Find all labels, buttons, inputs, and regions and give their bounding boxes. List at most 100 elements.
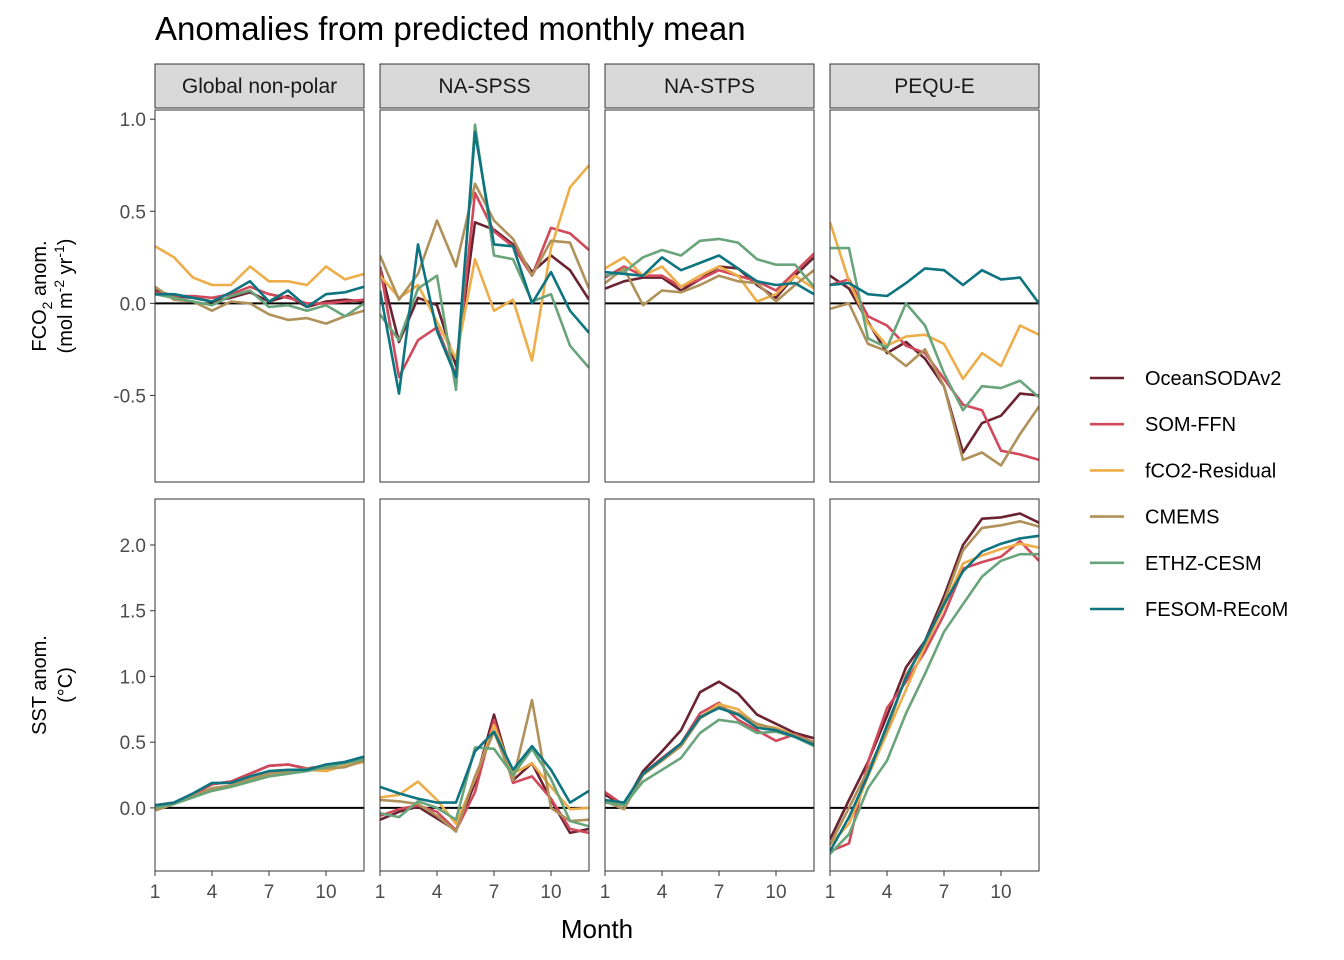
y-tick-label: -0.5 xyxy=(113,386,146,407)
y-label-text: FCO xyxy=(29,309,51,351)
x-tick-label: 1 xyxy=(375,882,386,903)
x-tick-label: 7 xyxy=(714,882,725,903)
series-line-fesom-recom xyxy=(380,730,589,804)
series-line-fco2-residual xyxy=(830,542,1039,846)
panel-series xyxy=(380,123,589,395)
series-line-oceansodav2 xyxy=(830,512,1039,841)
y-tick-label: 1.0 xyxy=(120,110,146,131)
series-line-fco2-residual xyxy=(380,164,589,362)
legend-label: OceanSODAv2 xyxy=(1145,368,1281,390)
y-axis-title-line1: SST anom. xyxy=(29,635,51,735)
series-line-ethz-cesm xyxy=(830,552,1039,855)
panel-series xyxy=(155,245,364,325)
y-axis-title-line2: (mol m-2 yr-1) xyxy=(51,239,77,354)
chart-title: Anomalies from predicted monthly mean xyxy=(155,10,746,47)
facet-label: Global non-polar xyxy=(182,75,337,98)
series-line-fesom-recom xyxy=(605,254,814,296)
y-label-superscript: -2 xyxy=(51,280,67,293)
x-tick-label: 4 xyxy=(882,882,893,903)
legend: OceanSODAv2 SOM-FFN fCO2-Residual CMEMS ETHZ… xyxy=(1090,368,1288,621)
panel-border xyxy=(829,109,1040,483)
panel-series xyxy=(830,512,1039,855)
x-tick-label: 1 xyxy=(150,882,161,903)
panel-border xyxy=(154,498,365,872)
x-tick-label: 7 xyxy=(489,882,500,903)
series-line-som-ffn xyxy=(380,718,589,835)
legend-label: FESOM-REcoM xyxy=(1145,599,1288,621)
series-line-ethz-cesm xyxy=(380,746,589,828)
panel-series xyxy=(155,755,364,812)
series-line-cmems xyxy=(155,759,364,812)
y-tick-label: 0.0 xyxy=(120,294,146,315)
facet-label: PEQU-E xyxy=(894,75,975,98)
x-tick-label: 4 xyxy=(207,882,218,903)
y-label-text: ) xyxy=(55,239,77,246)
panel-border xyxy=(829,498,1040,872)
y-axis-title-line1: FCO2 anom. xyxy=(29,240,55,351)
x-tick-label: 1 xyxy=(600,882,611,903)
series-line-ethz-cesm xyxy=(605,237,814,288)
series-line-oceansodav2 xyxy=(380,221,589,368)
series-line-ethz-cesm xyxy=(380,123,589,392)
x-tick-label: 4 xyxy=(657,882,668,903)
x-tick-label: 7 xyxy=(264,882,275,903)
y-label-text: anom. xyxy=(29,240,51,301)
panels: Global non-polar NA-SPSS NA-STPS PEQU-E -0.5… xyxy=(29,63,1040,903)
series-line-fesom-recom xyxy=(830,267,1039,305)
y-axis-title-line2: (°C) xyxy=(55,667,77,703)
panel-border xyxy=(379,498,590,872)
y-tick-label: 0.0 xyxy=(120,799,146,820)
panel-border xyxy=(154,109,365,483)
legend-label: fCO2-Residual xyxy=(1145,460,1276,482)
facet-strip xyxy=(829,63,1040,109)
series-line-cmems xyxy=(605,705,814,811)
series-line-som-ffn xyxy=(380,191,589,379)
facet-strip xyxy=(379,63,590,109)
x-axis-title: Month xyxy=(561,914,633,944)
legend-label: SOM-FFN xyxy=(1145,414,1236,436)
series-line-fco2-residual xyxy=(830,221,1039,381)
series-line-fesom-recom xyxy=(155,279,364,309)
x-tick-label: 1 xyxy=(825,882,836,903)
y-tick-label: 1.5 xyxy=(120,602,146,623)
facet-strip xyxy=(604,63,815,109)
series-line-cmems xyxy=(830,302,1039,467)
x-tick-label: 10 xyxy=(990,882,1011,903)
y-label-text: (mol m xyxy=(55,292,77,353)
x-tick-label: 10 xyxy=(315,882,336,903)
legend-label: CMEMS xyxy=(1145,507,1219,529)
series-line-ethz-cesm xyxy=(830,246,1039,412)
series-line-cmems xyxy=(380,698,589,833)
series-line-cmems xyxy=(605,267,814,307)
panel-border xyxy=(379,109,590,483)
facet-label: NA-SPSS xyxy=(438,75,530,98)
legend-label: ETHZ-CESM xyxy=(1145,553,1262,575)
x-tick-label: 10 xyxy=(540,882,561,903)
y-label-superscript: -1 xyxy=(51,245,67,258)
series-line-ethz-cesm xyxy=(155,289,364,318)
y-tick-label: 1.0 xyxy=(120,667,146,688)
series-line-fesom-recom xyxy=(380,130,589,395)
y-tick-label: 2.0 xyxy=(120,536,146,557)
y-axis-title: FCO2 anom.(mol m-2 yr-1) xyxy=(29,239,77,354)
x-tick-label: 4 xyxy=(432,882,443,903)
series-line-fco2-residual xyxy=(155,245,364,287)
series-line-oceansodav2 xyxy=(605,256,814,300)
series-line-fesom-recom xyxy=(830,534,1039,852)
panel-series xyxy=(605,680,814,811)
panel-border xyxy=(604,109,815,483)
x-tick-label: 10 xyxy=(765,882,786,903)
series-line-ethz-cesm xyxy=(155,758,364,810)
panel-series xyxy=(830,221,1039,467)
y-tick-label: 0.5 xyxy=(120,733,146,754)
y-label-text: yr xyxy=(55,257,77,280)
y-axis-title: SST anom. (°C) xyxy=(29,635,77,735)
series-line-oceansodav2 xyxy=(380,713,589,835)
x-tick-label: 7 xyxy=(939,882,950,903)
panel-series xyxy=(380,698,589,835)
facet-label: NA-STPS xyxy=(664,75,755,98)
panel-series xyxy=(605,237,814,307)
y-tick-label: 0.5 xyxy=(120,202,146,223)
panel-border xyxy=(604,498,815,872)
